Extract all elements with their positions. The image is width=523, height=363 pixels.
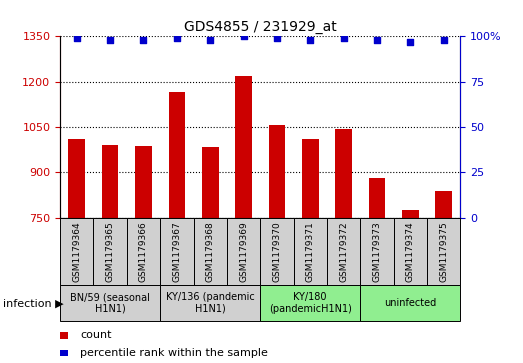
Bar (335, 129, 352, 363)
Bar (302, 139, 319, 363)
FancyBboxPatch shape (260, 285, 360, 321)
Point (240, 33, 248, 39)
Point (106, 37, 115, 43)
Text: KY/180
(pandemicH1N1): KY/180 (pandemicH1N1) (269, 292, 351, 314)
FancyBboxPatch shape (94, 218, 127, 285)
FancyBboxPatch shape (260, 218, 293, 285)
FancyBboxPatch shape (360, 285, 460, 321)
Bar (202, 147, 219, 363)
FancyBboxPatch shape (227, 218, 260, 285)
Point (306, 37, 314, 43)
Text: GSM1179371: GSM1179371 (306, 221, 315, 282)
Text: GSM1179365: GSM1179365 (106, 221, 115, 282)
Bar (235, 76, 252, 363)
FancyBboxPatch shape (160, 218, 194, 285)
Text: GSM1179373: GSM1179373 (372, 221, 381, 282)
Text: GSM1179366: GSM1179366 (139, 221, 148, 282)
FancyBboxPatch shape (160, 285, 260, 321)
Bar (369, 179, 385, 363)
FancyBboxPatch shape (127, 218, 160, 285)
Point (272, 35, 281, 41)
Text: count: count (80, 330, 111, 340)
Bar (435, 191, 452, 363)
Text: GSM1179367: GSM1179367 (173, 221, 181, 282)
Bar (135, 146, 152, 363)
FancyBboxPatch shape (427, 218, 460, 285)
Bar (168, 92, 185, 363)
Bar (69, 139, 85, 363)
Point (406, 39, 414, 45)
Point (339, 35, 348, 41)
Bar (268, 125, 285, 363)
Text: GSM1179369: GSM1179369 (239, 221, 248, 282)
Text: BN/59 (seasonal
H1N1): BN/59 (seasonal H1N1) (70, 292, 150, 314)
Point (373, 37, 381, 43)
Text: KY/136 (pandemic
H1N1): KY/136 (pandemic H1N1) (166, 292, 255, 314)
FancyBboxPatch shape (60, 285, 160, 321)
Text: percentile rank within the sample: percentile rank within the sample (80, 348, 268, 358)
FancyBboxPatch shape (360, 218, 394, 285)
FancyBboxPatch shape (60, 218, 94, 285)
Point (139, 37, 147, 43)
FancyBboxPatch shape (293, 218, 327, 285)
FancyBboxPatch shape (394, 218, 427, 285)
Bar (102, 145, 119, 363)
Text: infection ▶: infection ▶ (3, 299, 63, 309)
Text: GSM1179364: GSM1179364 (72, 221, 81, 282)
Point (439, 37, 448, 43)
Text: GSM1179368: GSM1179368 (206, 221, 214, 282)
Text: GSM1179372: GSM1179372 (339, 221, 348, 282)
Point (173, 35, 181, 41)
FancyBboxPatch shape (327, 218, 360, 285)
Bar (402, 210, 418, 363)
Text: GSM1179370: GSM1179370 (272, 221, 281, 282)
Point (206, 37, 214, 43)
Title: GDS4855 / 231929_at: GDS4855 / 231929_at (184, 20, 337, 34)
FancyBboxPatch shape (194, 218, 227, 285)
Point (73, 35, 81, 41)
Text: GSM1179374: GSM1179374 (406, 221, 415, 282)
Text: uninfected: uninfected (384, 298, 436, 308)
Text: GSM1179375: GSM1179375 (439, 221, 448, 282)
